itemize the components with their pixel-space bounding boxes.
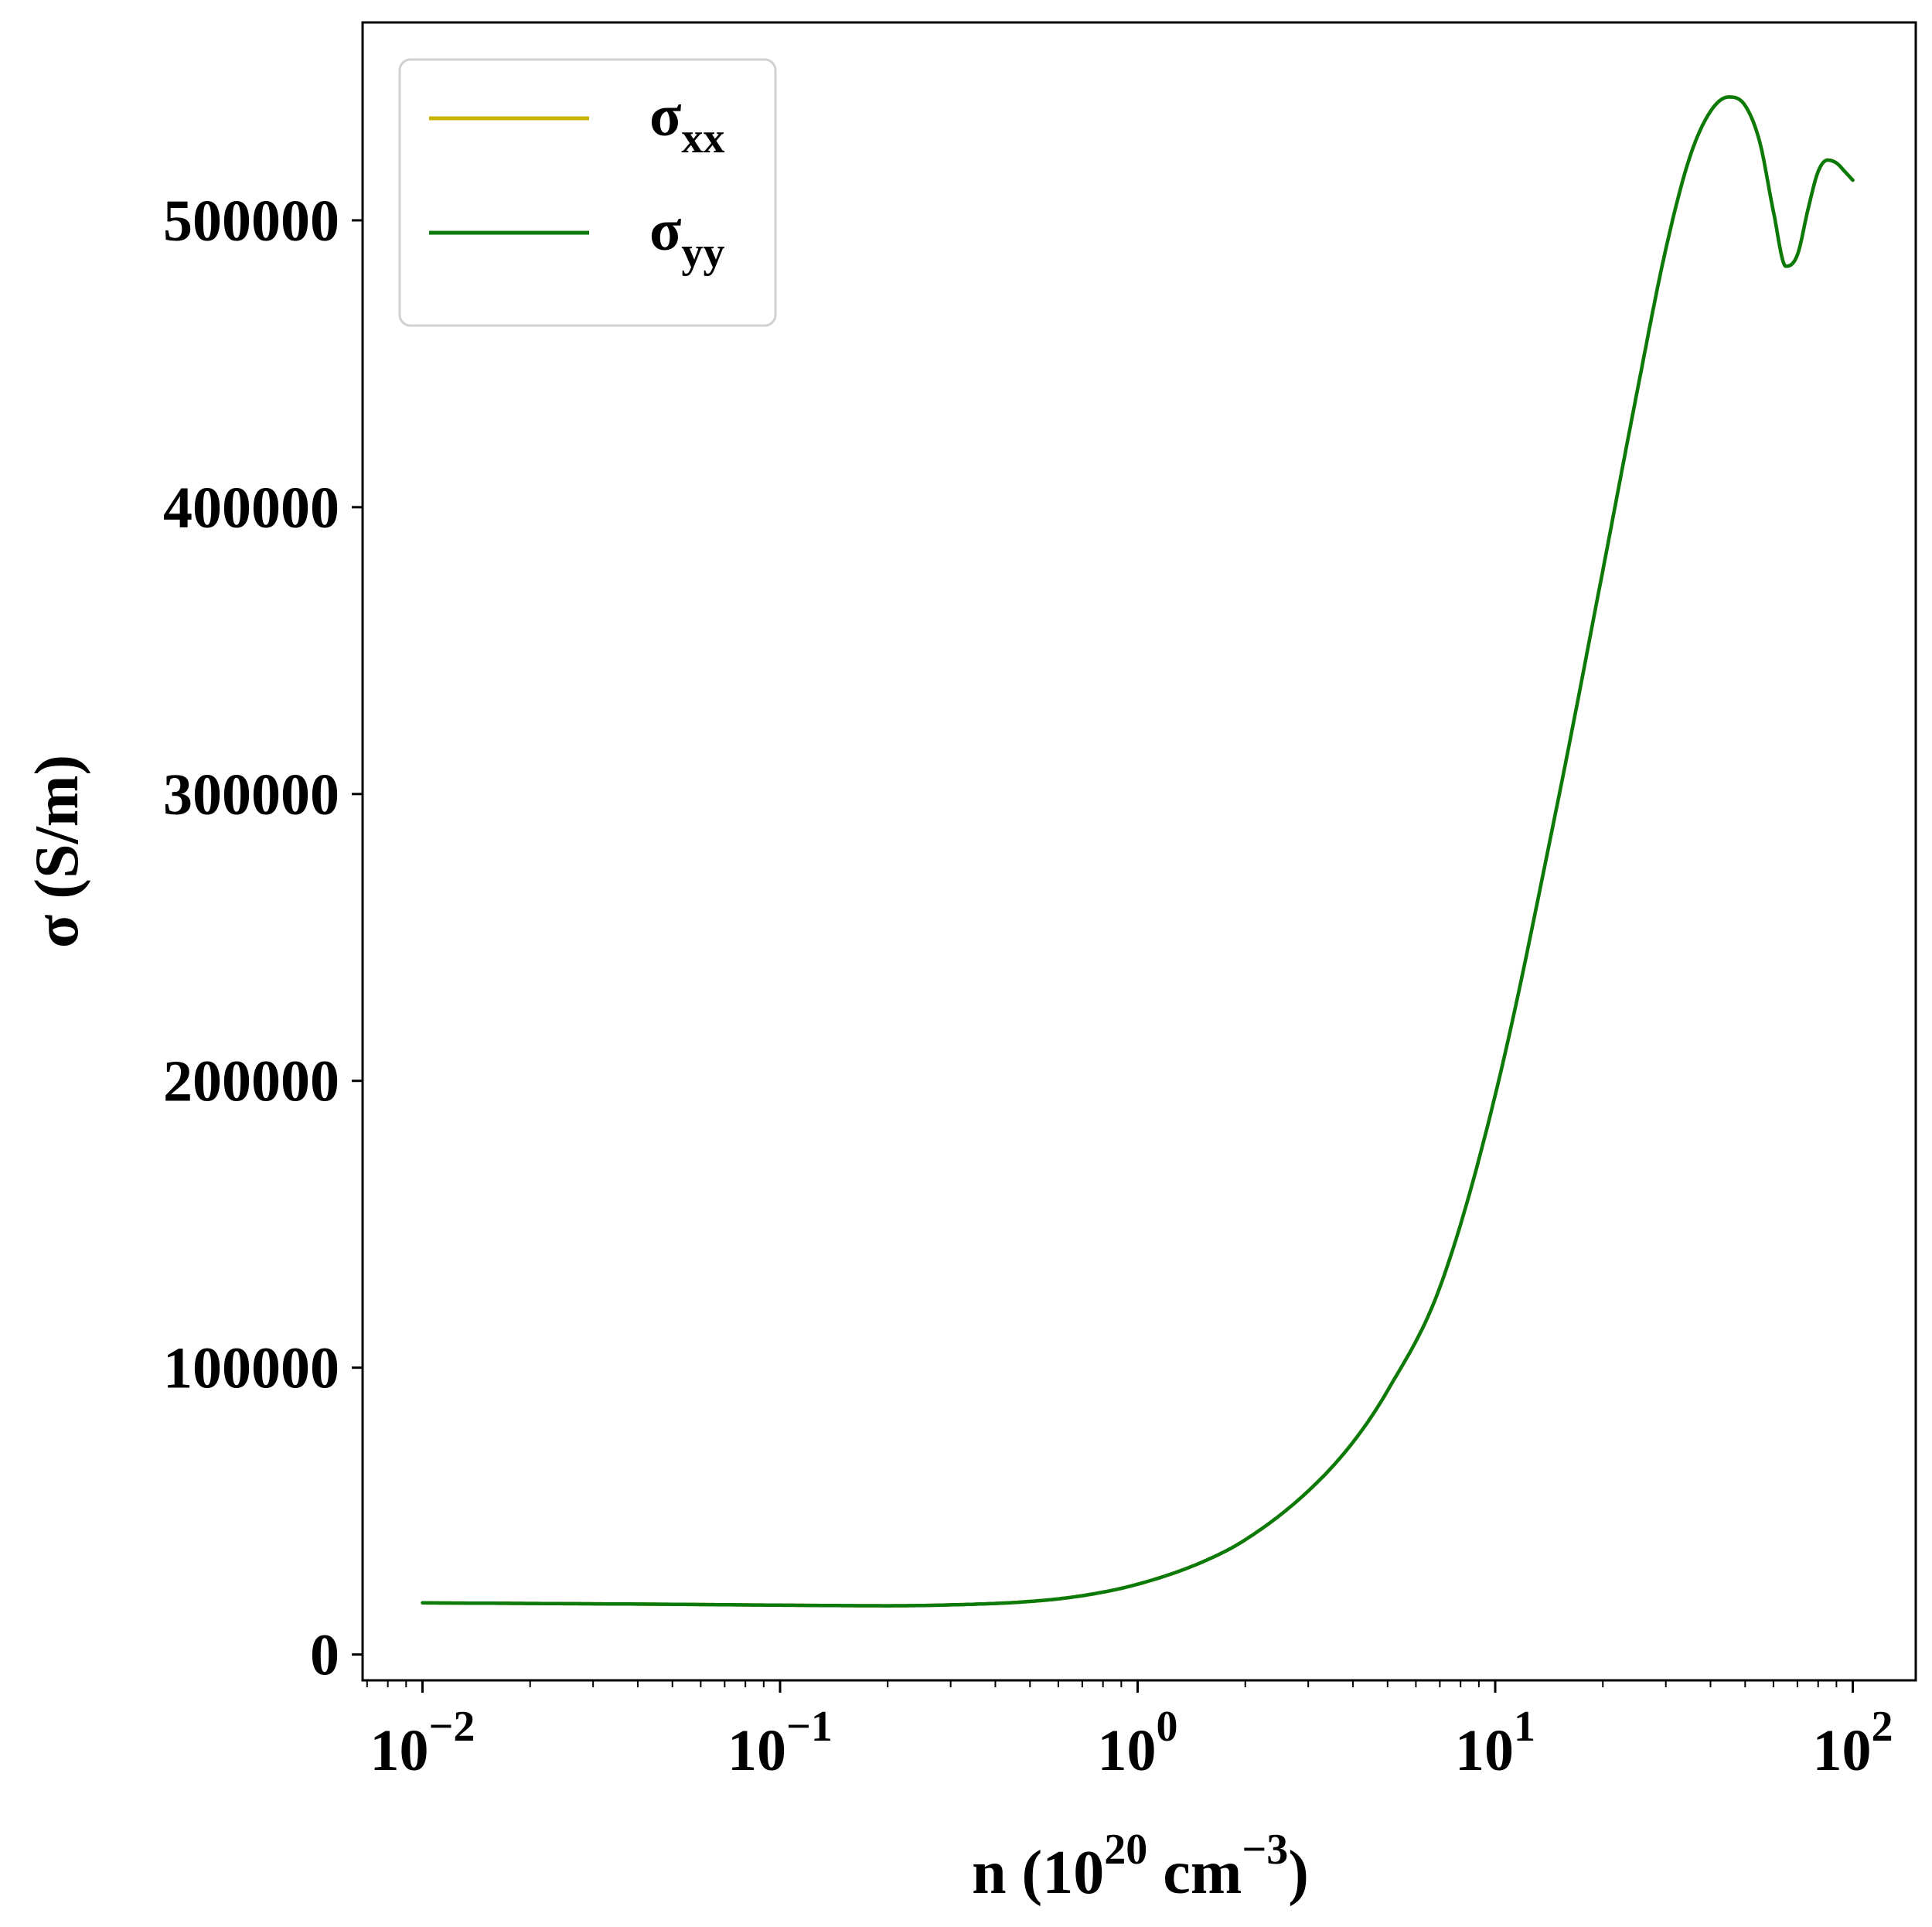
legend-label-symbol: σ xyxy=(649,84,681,148)
x-tick-exponent: 2 xyxy=(1872,1703,1893,1751)
x-axis-title-end: ) xyxy=(1288,1839,1309,1907)
x-tick-exponent: −2 xyxy=(429,1703,475,1751)
x-tick-exponent: 1 xyxy=(1514,1703,1535,1751)
legend-label: σxx xyxy=(649,84,724,162)
legend-label: σyy xyxy=(649,198,724,277)
plot-frame xyxy=(361,21,1917,1682)
legend-label-subscript: yy xyxy=(681,229,724,277)
y-tick-label: 200000 xyxy=(163,1049,339,1114)
x-axis-title: n (1020 cm−3) xyxy=(972,1826,1309,1907)
x-tick-label: 101 xyxy=(1455,1703,1535,1783)
x-axis-title-exp2: −3 xyxy=(1242,1826,1288,1874)
x-tick-label: 100 xyxy=(1098,1703,1178,1783)
y-axis-ticks: 0 100000 200000 300000 400000 500000 xyxy=(163,189,363,1688)
y-tick-label: 0 xyxy=(310,1623,339,1688)
plot-area xyxy=(361,21,1917,1682)
x-tick-exponent: −1 xyxy=(786,1703,833,1751)
x-tick-base: 10 xyxy=(1813,1718,1872,1783)
x-tick-base: 10 xyxy=(1455,1718,1514,1783)
x-axis-title-unit: cm xyxy=(1147,1839,1242,1907)
y-axis-title: σ (S/m) xyxy=(23,755,91,948)
x-tick-label: 102 xyxy=(1813,1703,1893,1783)
legend-label-symbol: σ xyxy=(649,198,681,263)
y-tick-label: 500000 xyxy=(163,189,339,254)
x-axis-ticks: 10−2 10−1 100 101 102 xyxy=(366,1680,1893,1783)
y-tick-label: 100000 xyxy=(163,1336,339,1401)
x-tick-label: 10−2 xyxy=(370,1703,475,1783)
y-tick-label: 400000 xyxy=(163,476,339,541)
legend-label-subscript: xx xyxy=(681,114,724,162)
series-layer xyxy=(421,95,1855,1608)
x-axis-title-exp1: 20 xyxy=(1104,1826,1147,1874)
x-tick-base: 10 xyxy=(1098,1718,1157,1783)
x-tick-label: 10−1 xyxy=(727,1703,833,1783)
x-tick-base: 10 xyxy=(370,1718,429,1783)
x-tick-exponent: 0 xyxy=(1157,1703,1178,1751)
y-tick-label: 300000 xyxy=(163,762,339,827)
x-tick-base: 10 xyxy=(727,1718,786,1783)
series-line-sigma-yy xyxy=(421,95,1855,1608)
legend-box xyxy=(398,58,777,327)
x-axis-title-main: n (10 xyxy=(972,1839,1104,1907)
